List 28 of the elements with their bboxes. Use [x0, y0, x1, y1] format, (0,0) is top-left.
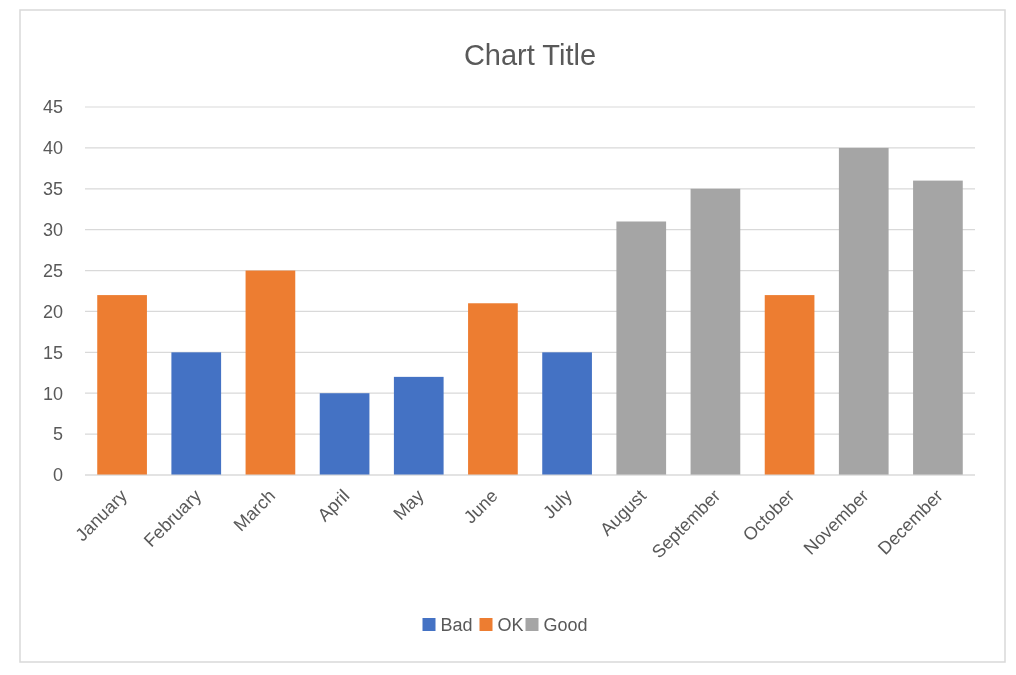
bar [97, 295, 147, 475]
y-tick-label: 20 [42, 301, 63, 322]
bar [468, 303, 518, 475]
y-tick-label: 5 [52, 424, 63, 445]
y-tick-label: 40 [42, 138, 63, 159]
x-tick-label: July [539, 485, 576, 523]
legend-label: Good [543, 615, 588, 636]
bar [616, 221, 667, 475]
y-tick-label: 15 [42, 342, 63, 363]
bar [542, 352, 592, 475]
y-tick-label: 30 [42, 219, 63, 240]
bar [245, 270, 296, 475]
bar [913, 180, 963, 475]
y-tick-label: 25 [42, 260, 63, 281]
bar [838, 147, 889, 475]
bar [319, 393, 370, 475]
y-tick-label: 10 [42, 383, 63, 404]
bar [690, 188, 741, 475]
bar [764, 295, 815, 475]
chart-title: Chart Title [463, 39, 597, 71]
legend-label: Bad [440, 615, 473, 636]
y-tick-label: 35 [42, 179, 63, 200]
bar [393, 376, 444, 475]
y-tick-label: 0 [52, 465, 63, 486]
x-tick-label: May [389, 485, 428, 524]
y-tick-label: 45 [42, 97, 63, 118]
legend-label: OK [497, 615, 524, 636]
bar [171, 352, 222, 475]
